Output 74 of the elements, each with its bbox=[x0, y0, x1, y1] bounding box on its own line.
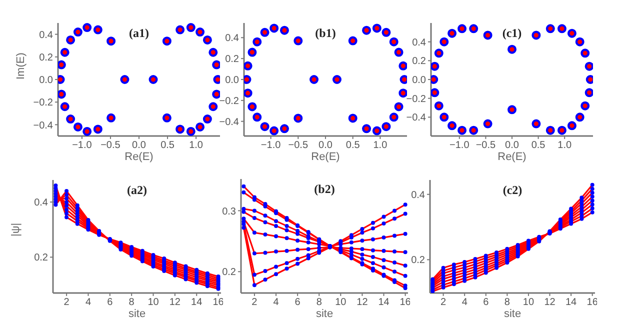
x-tick-label: 16 bbox=[212, 297, 224, 308]
chart-title: (a1) bbox=[128, 26, 150, 41]
x-tick-label: 1.0 bbox=[558, 140, 572, 152]
y-tick-label: 0.4 bbox=[39, 30, 54, 41]
y-tick-label: 0.2 bbox=[39, 52, 54, 64]
chart-title: (a2) bbox=[126, 183, 148, 198]
y-tick-label: 0.0 bbox=[412, 75, 426, 86]
chart-title: (c2) bbox=[502, 183, 524, 198]
x-tick-label: −0.5 bbox=[100, 140, 121, 152]
x-axis-title: site bbox=[504, 308, 522, 320]
x-tick-label: 16 bbox=[586, 297, 598, 308]
x-tick-label: 6 bbox=[107, 297, 114, 308]
x-tick-label: 2 bbox=[252, 297, 258, 308]
x-axis-title: Re(E) bbox=[311, 151, 340, 163]
y-tick-label: 0.2 bbox=[222, 267, 236, 278]
x-tick-label: −1.0 bbox=[260, 140, 282, 152]
x-tick-label: 0.5 bbox=[346, 140, 360, 152]
x-tick-label: 16 bbox=[400, 297, 412, 308]
y-tick-label: 0.2 bbox=[34, 252, 48, 264]
x-tick-label: 1.0 bbox=[189, 140, 204, 152]
x-tick-label: −0.5 bbox=[476, 140, 496, 152]
y-tick-label: 0.0 bbox=[225, 75, 240, 86]
x-tick-label: 10 bbox=[335, 297, 347, 308]
x-tick-label: 0.0 bbox=[318, 140, 333, 152]
x-tick-label: 4 bbox=[85, 297, 92, 308]
x-tick-label: 8 bbox=[128, 297, 135, 308]
y-tick-label: 0.4 bbox=[412, 37, 426, 48]
x-tick-label: 0.5 bbox=[160, 140, 175, 152]
y-tick-label: −0.2 bbox=[33, 98, 54, 109]
x-tick-label: 0.0 bbox=[505, 140, 520, 152]
x-axis-title: site bbox=[128, 308, 146, 320]
x-tick-label: 8 bbox=[504, 297, 510, 308]
x-tick-label: 10 bbox=[148, 297, 160, 308]
x-tick-label: 6 bbox=[483, 297, 490, 308]
chart-title: (c1) bbox=[501, 26, 523, 41]
x-tick-label: 6 bbox=[294, 297, 301, 308]
x-tick-label: 14 bbox=[378, 297, 390, 308]
x-axis-title: site bbox=[316, 308, 334, 320]
x-tick-label: −1.0 bbox=[450, 140, 470, 152]
x-tick-label: −1.0 bbox=[72, 140, 92, 152]
y-tick-label: 0.2 bbox=[225, 54, 240, 66]
x-tick-label: 10 bbox=[522, 297, 534, 308]
y-tick-label: −0.4 bbox=[33, 120, 54, 132]
x-tick-label: 12 bbox=[544, 297, 556, 308]
x-tick-label: 2 bbox=[440, 297, 447, 308]
x-tick-label: −0.5 bbox=[288, 140, 308, 152]
y-tick-label: −0.2 bbox=[219, 96, 240, 107]
y-tick-label: 0.2 bbox=[411, 255, 426, 266]
y-tick-label: 0.0 bbox=[39, 75, 54, 86]
y-tick-label: 0.2 bbox=[412, 56, 426, 68]
x-tick-label: 14 bbox=[191, 297, 203, 308]
x-tick-label: 4 bbox=[462, 297, 468, 308]
y-tick-label: 0.4 bbox=[225, 33, 240, 44]
x-tick-label: 12 bbox=[169, 297, 181, 308]
x-tick-label: 1.0 bbox=[373, 140, 388, 152]
chart-title: (b1) bbox=[314, 26, 337, 41]
x-axis-title: Re(E) bbox=[498, 151, 526, 163]
y-tick-label: −0.2 bbox=[406, 94, 426, 105]
x-tick-label: 12 bbox=[356, 297, 368, 308]
x-tick-label: 0.5 bbox=[531, 140, 546, 152]
x-axis-title: Re(E) bbox=[124, 151, 154, 163]
x-tick-label: 0.0 bbox=[132, 140, 146, 152]
y-tick-label: 0.4 bbox=[411, 190, 426, 201]
y-tick-label: −0.4 bbox=[219, 116, 240, 128]
chart-title: (b2) bbox=[313, 182, 336, 197]
y-axis-title: |ψ| bbox=[10, 222, 22, 236]
x-tick-label: 8 bbox=[316, 297, 322, 308]
x-tick-label: 14 bbox=[565, 297, 578, 308]
x-tick-label: 4 bbox=[273, 297, 280, 308]
y-tick-label: 0.4 bbox=[34, 198, 48, 209]
y-axis-title: Im(E) bbox=[14, 52, 27, 80]
x-tick-label: 2 bbox=[64, 297, 70, 308]
y-tick-label: −0.4 bbox=[406, 112, 426, 124]
y-tick-label: 0.3 bbox=[222, 206, 236, 218]
